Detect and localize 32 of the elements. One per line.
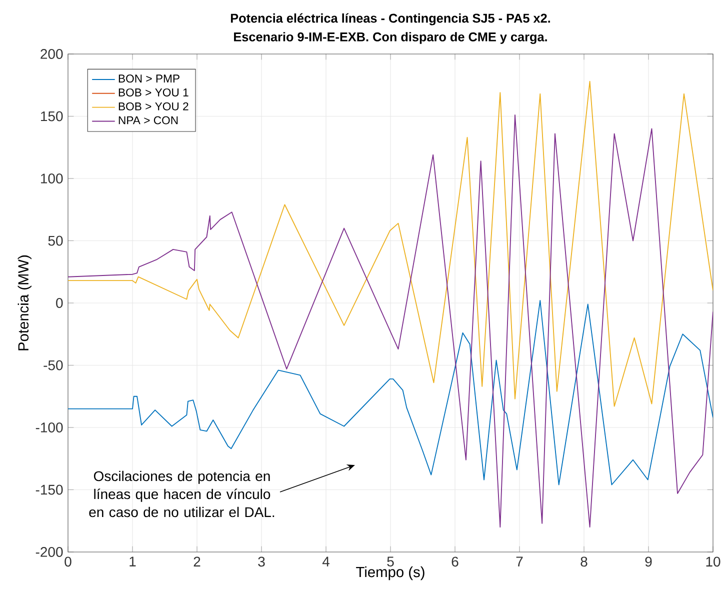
y-tick-label: -150 [36, 484, 63, 495]
x-tick-label: 7 [516, 556, 523, 566]
x-tick-label: 5 [387, 556, 394, 566]
x-tick-label: 10 [706, 556, 720, 567]
legend-label: BOB > YOU 1 [118, 88, 188, 96]
y-tick-label: -50 [44, 360, 63, 370]
y-tick-label: 100 [41, 174, 63, 184]
annotation: Oscilaciones de potencia en líneas que hacen de vínculo en caso de no utilizar el DAL. [89, 470, 274, 518]
y-axis-title: Potencia (MW) [18, 255, 32, 350]
y-tick-label: 150 [41, 111, 63, 122]
chart-title: Potencia eléctrica líneas - Contingencia SJ5 - PA5 x2. [230, 13, 550, 26]
legend-label: BOB > YOU 2 [118, 102, 188, 110]
line-series [68, 300, 713, 486]
x-tick-label: 8 [580, 556, 588, 567]
chart-subtitle: Escenario 9-IM-E-EXB. Con disparo de CME y carga. [234, 32, 547, 44]
x-tick-label: 0 [64, 556, 72, 567]
y-tick-label: 50 [48, 236, 63, 246]
legend-label: BON > PMP [118, 74, 180, 83]
x-tick-label: 2 [194, 556, 200, 566]
x-tick-label: 3 [258, 556, 265, 567]
y-tick-label: 0 [56, 298, 63, 308]
line-series [68, 114, 713, 528]
x-tick-label: 6 [452, 556, 458, 567]
x-axis-title: Tiempo (s) [356, 566, 424, 580]
y-tick-label: -200 [36, 547, 63, 557]
y-tick-label: -100 [36, 422, 63, 432]
y-tick-label: 200 [40, 49, 63, 59]
x-tick-label: 1 [130, 556, 136, 566]
x-tick-label: 9 [645, 556, 652, 567]
legend-label: NPA > CON [118, 116, 178, 124]
line-series [68, 80, 713, 407]
x-tick-label: 4 [322, 556, 330, 566]
